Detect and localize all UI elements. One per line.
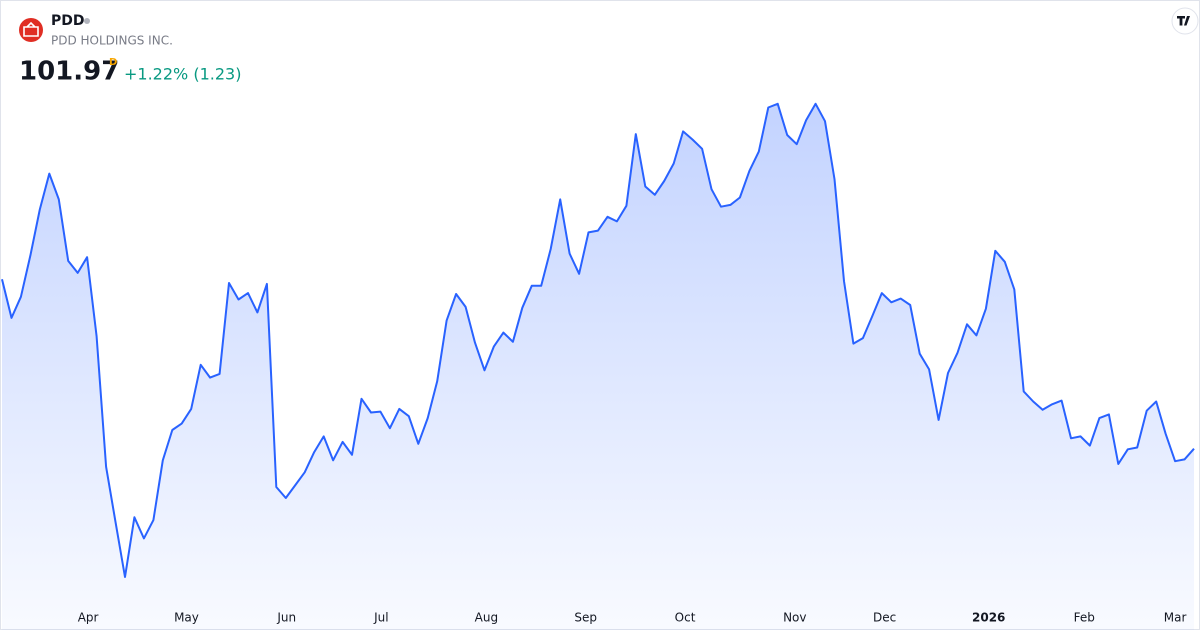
x-tick-label: Jul bbox=[373, 611, 388, 625]
x-tick-label: Aug bbox=[475, 611, 498, 625]
symbol: PDD bbox=[51, 13, 85, 29]
x-tick-label: Dec bbox=[873, 611, 896, 625]
x-tick-label: Oct bbox=[675, 611, 696, 625]
area-fill bbox=[2, 103, 1194, 630]
x-tick-label: Sep bbox=[574, 611, 597, 625]
logo bbox=[19, 18, 43, 42]
x-tick-label: Nov bbox=[783, 611, 806, 625]
x-tick-label: Apr bbox=[78, 611, 99, 625]
x-tick-label: Feb bbox=[1074, 611, 1095, 625]
x-tick-label: 2026 bbox=[972, 611, 1005, 625]
x-tick-label: Mar bbox=[1164, 611, 1187, 625]
price-line bbox=[1, 102, 1195, 578]
interval: D bbox=[109, 57, 117, 68]
status-dot bbox=[84, 18, 90, 24]
x-tick-label: May bbox=[174, 611, 199, 625]
company-name: PDD HOLDINGS INC. bbox=[51, 34, 173, 48]
x-tick-label: Jun bbox=[276, 611, 296, 625]
tradingview-logo[interactable] bbox=[1171, 7, 1199, 35]
last-price: 101.97 bbox=[19, 57, 119, 87]
price-change: +1.22% (1.23) bbox=[124, 65, 241, 84]
